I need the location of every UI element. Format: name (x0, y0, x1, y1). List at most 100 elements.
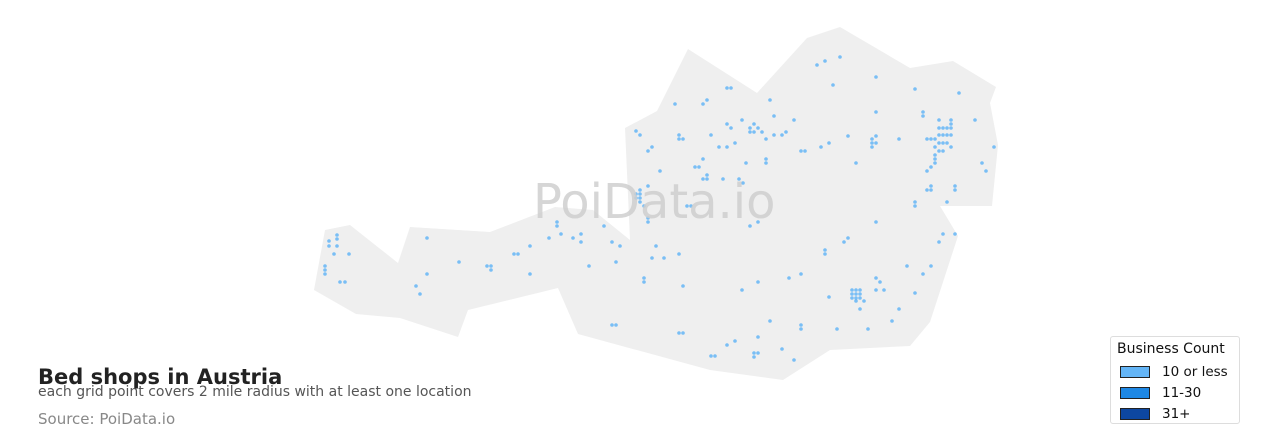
grid-point (874, 134, 878, 138)
grid-point (610, 240, 614, 244)
grid-point (646, 220, 650, 224)
grid-point (874, 110, 878, 114)
grid-point (697, 165, 701, 169)
grid-point (555, 224, 559, 228)
grid-point (338, 280, 342, 284)
grid-point (729, 126, 733, 130)
grid-point (634, 196, 638, 200)
grid-point (587, 264, 591, 268)
grid-point (929, 137, 933, 141)
grid-point (752, 130, 756, 134)
grid-point (516, 252, 520, 256)
grid-point (689, 204, 693, 208)
grid-point (984, 169, 988, 173)
grid-point (925, 169, 929, 173)
grid-point (756, 126, 760, 130)
grid-point (933, 157, 937, 161)
grid-point (874, 75, 878, 79)
grid-point (823, 252, 827, 256)
legend-item: 11-30 (1117, 382, 1233, 403)
grid-point (787, 276, 791, 280)
grid-point (929, 264, 933, 268)
grid-point (933, 145, 937, 149)
legend-item: 31+ (1117, 403, 1233, 424)
grid-point (913, 87, 917, 91)
grid-point (725, 122, 729, 126)
grid-point (945, 133, 949, 137)
grid-point (949, 118, 953, 122)
grid-point (850, 296, 854, 300)
grid-point (748, 126, 752, 130)
grid-point (709, 133, 713, 137)
grid-point (772, 133, 776, 137)
grid-point (913, 200, 917, 204)
grid-point (945, 141, 949, 145)
grid-point (823, 59, 827, 63)
grid-point (571, 236, 575, 240)
grid-point (850, 292, 854, 296)
grid-point (764, 157, 768, 161)
grid-point (921, 114, 925, 118)
legend-label: 10 or less (1162, 363, 1228, 380)
grid-point (638, 188, 642, 192)
grid-point (642, 204, 646, 208)
grid-point (425, 272, 429, 276)
grid-point (327, 239, 331, 243)
grid-point (897, 137, 901, 141)
grid-point (921, 110, 925, 114)
grid-point (937, 141, 941, 145)
grid-point (610, 323, 614, 327)
grid-point (945, 200, 949, 204)
grid-point (579, 232, 583, 236)
grid-point (752, 351, 756, 355)
grid-point (725, 343, 729, 347)
grid-point (925, 137, 929, 141)
grid-point (658, 169, 662, 173)
grid-point (729, 86, 733, 90)
grid-point (681, 331, 685, 335)
source-label: Source: PoiData.io (38, 410, 176, 428)
grid-point (677, 252, 681, 256)
grid-point (559, 232, 563, 236)
grid-point (335, 244, 339, 248)
grid-point (752, 355, 756, 359)
grid-point (929, 165, 933, 169)
grid-point (933, 153, 937, 157)
grid-point (992, 145, 996, 149)
grid-point (827, 141, 831, 145)
grid-point (933, 161, 937, 165)
grid-point (528, 244, 532, 248)
grid-point (949, 133, 953, 137)
grid-point (854, 161, 858, 165)
grid-point (646, 149, 650, 153)
grid-point (913, 291, 917, 295)
grid-point (854, 292, 858, 296)
grid-point (693, 165, 697, 169)
legend-label: 11-30 (1162, 384, 1202, 401)
grid-point (913, 204, 917, 208)
grid-point (937, 149, 941, 153)
grid-point (457, 260, 461, 264)
grid-point (827, 295, 831, 299)
grid-point (799, 272, 803, 276)
grid-point (973, 118, 977, 122)
grid-point (792, 358, 796, 362)
grid-point (937, 126, 941, 130)
grid-point (347, 252, 351, 256)
grid-point (772, 114, 776, 118)
grid-point (780, 133, 784, 137)
grid-point (740, 118, 744, 122)
grid-point (838, 55, 842, 59)
grid-point (614, 260, 618, 264)
grid-point (937, 118, 941, 122)
grid-point (780, 347, 784, 351)
grid-point (725, 145, 729, 149)
grid-point (815, 63, 819, 67)
grid-point (756, 335, 760, 339)
grid-point (897, 307, 901, 311)
grid-point (823, 248, 827, 252)
grid-point (854, 296, 858, 300)
grid-point (905, 264, 909, 268)
grid-point (705, 98, 709, 102)
